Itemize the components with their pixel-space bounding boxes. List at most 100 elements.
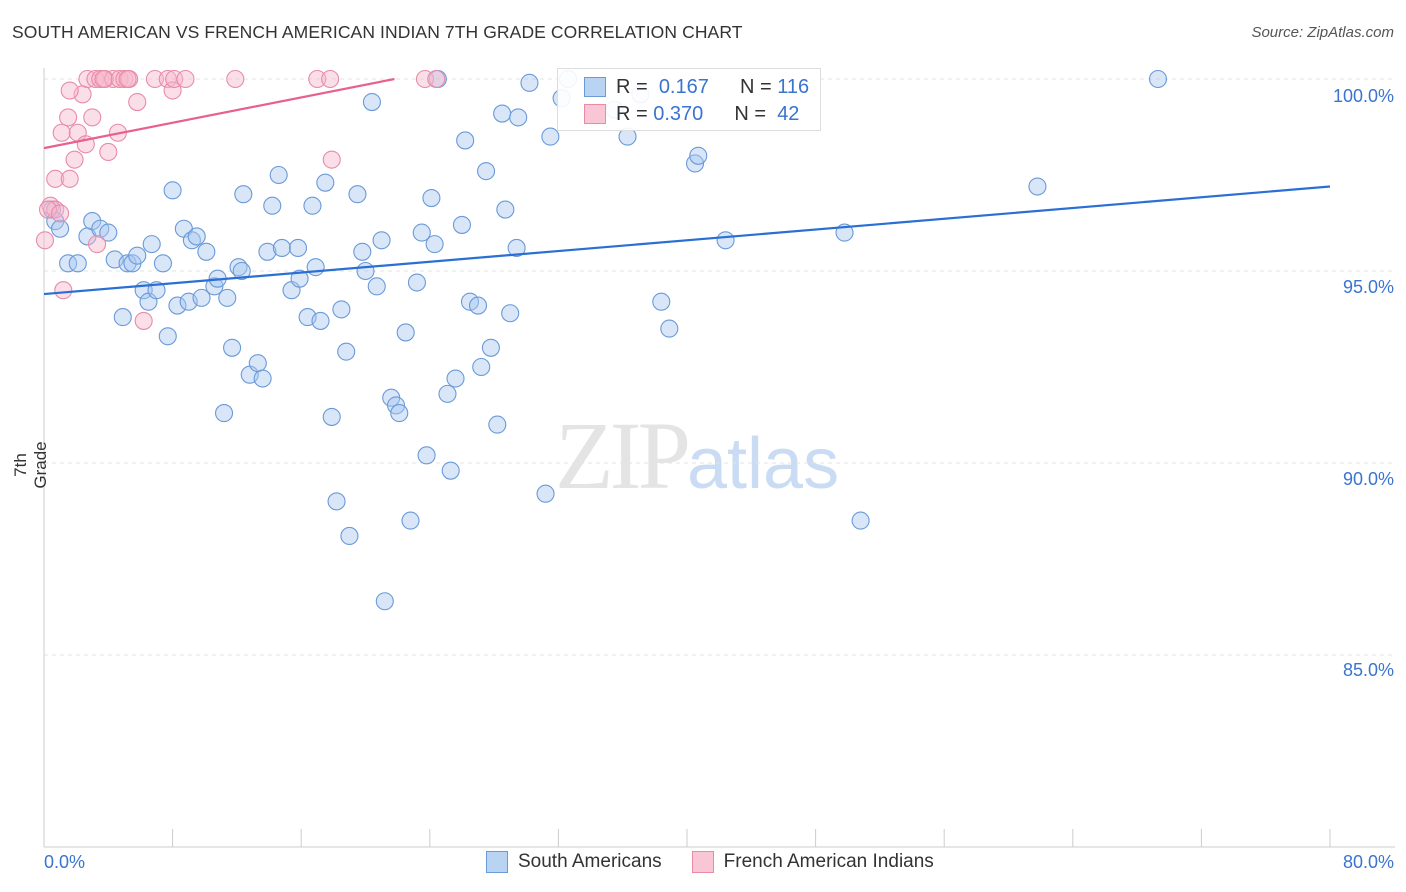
french-american-indian-point — [118, 69, 137, 89]
south-american-point — [356, 261, 375, 281]
legend-label-french-american-indians: French American Indians — [723, 851, 934, 872]
south-american-point — [493, 104, 512, 123]
x-tick-label: 80.0% — [1342, 852, 1394, 872]
south-american-point — [456, 131, 475, 150]
south-american-point — [353, 242, 372, 261]
french-american-indian-point — [51, 204, 70, 223]
south-american-point — [214, 404, 234, 423]
n-label: N = — [739, 75, 772, 98]
south-american-point — [253, 369, 272, 388]
french-american-indian-point — [427, 69, 446, 89]
french-american-indian-point — [87, 235, 107, 254]
y-tick-label: 100.0% — [1332, 86, 1394, 106]
french-american-indian-point — [94, 69, 113, 89]
french-american-indian-point — [128, 92, 147, 112]
south-american-point — [481, 338, 500, 357]
south-american-point — [192, 288, 211, 307]
south-american-point — [263, 196, 282, 215]
french-american-indian-point — [54, 281, 73, 300]
french-american-indian-point — [308, 69, 327, 89]
r-label: R = — [616, 75, 648, 98]
south-american-point — [536, 484, 555, 503]
south-american-point — [372, 231, 391, 250]
south-american-point — [520, 73, 539, 92]
french-american-indian-point — [176, 69, 195, 89]
pink-swatch — [584, 104, 606, 124]
south-american-point — [248, 354, 267, 373]
y-tick-label: 90.0% — [1342, 469, 1394, 489]
south-american-point — [51, 219, 70, 238]
south-american-point — [99, 223, 118, 242]
south-american-point — [332, 300, 351, 319]
south-american-point — [59, 254, 78, 273]
south-american-point — [362, 92, 381, 112]
french-american-indian-point — [38, 200, 58, 219]
french-american-indian-point — [163, 81, 182, 100]
south-american-point — [716, 231, 735, 250]
south-american-point — [468, 296, 488, 315]
south-american-point — [163, 181, 182, 200]
south-american-point — [168, 296, 187, 315]
south-american-point — [477, 162, 496, 181]
south-americans-trendline — [43, 185, 1331, 296]
legend-row-french-american-indians: R = 0.370 N = 42 — [584, 101, 799, 127]
south-american-point — [288, 238, 308, 258]
series-legend: South Americans French American Indians — [486, 851, 934, 873]
south-american-point — [306, 258, 325, 277]
south-american-point — [652, 292, 671, 311]
french-american-indian-point — [134, 311, 153, 330]
watermark: ZIPatlas — [555, 402, 840, 509]
french-american-indian-point — [321, 69, 340, 89]
south-american-point — [327, 492, 346, 511]
pink-swatch — [691, 851, 714, 873]
r-value: 0.370 — [653, 102, 704, 125]
south-american-point — [223, 338, 242, 357]
south-american-point — [68, 254, 87, 273]
r-label: R = — [616, 102, 648, 125]
south-american-point — [446, 369, 465, 388]
south-american-point — [472, 357, 491, 377]
blue-swatch — [486, 851, 508, 873]
south-american-point — [407, 273, 426, 292]
south-american-point — [1028, 177, 1047, 196]
x-tick-label: 0.0% — [44, 852, 86, 872]
stats-legend: R = 0.167 N = 116 R = 0.370 N = 42 — [557, 68, 821, 131]
french-american-indian-point — [226, 69, 245, 89]
south-american-point — [303, 196, 322, 215]
south-american-point — [452, 215, 472, 234]
south-american-point — [396, 323, 415, 342]
south-american-point — [488, 415, 507, 434]
south-american-point — [258, 242, 277, 261]
south-american-point — [851, 511, 870, 530]
r-value: 0.167 — [658, 75, 709, 98]
south-american-point — [113, 308, 132, 327]
french-american-indian-point — [60, 81, 79, 100]
south-american-point — [509, 108, 528, 127]
south-american-point — [322, 407, 341, 426]
legend-label-south-americans: South Americans — [518, 851, 662, 872]
south-american-point — [232, 261, 251, 281]
south-american-point — [417, 446, 436, 465]
n-label: N = — [734, 102, 767, 125]
south-american-point — [441, 461, 460, 480]
source-label: Source: ZipAtlas.com — [1251, 24, 1394, 41]
french-american-indians-trendline — [43, 77, 395, 150]
south-american-point — [401, 511, 420, 530]
french-american-indian-point — [46, 169, 65, 188]
south-american-point — [142, 235, 161, 254]
south-american-point — [541, 127, 560, 146]
south-american-point — [118, 254, 137, 273]
n-value: 116 — [777, 75, 810, 98]
south-american-point — [438, 384, 457, 403]
south-american-point — [272, 238, 291, 258]
n-value: 42 — [777, 102, 800, 125]
south-american-point — [269, 165, 288, 185]
south-american-point — [187, 227, 206, 246]
french-american-indian-point — [59, 108, 78, 127]
south-american-point — [689, 146, 708, 165]
french-american-indian-point — [322, 150, 341, 169]
south-american-point — [507, 238, 526, 258]
south-american-point — [348, 185, 367, 204]
french-american-indian-point — [99, 142, 118, 162]
